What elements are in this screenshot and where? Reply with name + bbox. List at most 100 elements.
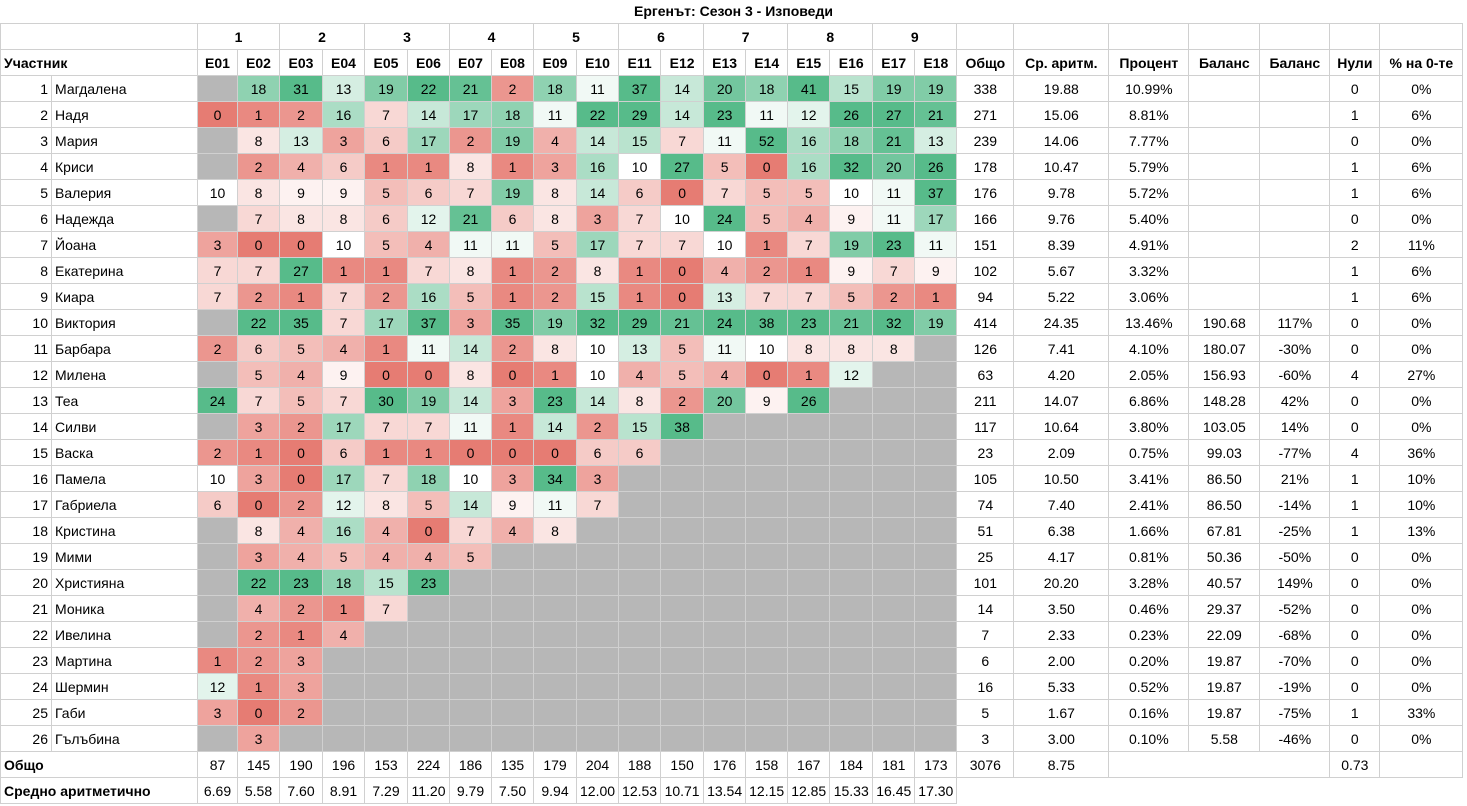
episode-cell[interactable]: 11 [575,75,620,102]
episode-cell[interactable]: 35 [491,309,534,336]
episode-cell-empty[interactable] [197,543,238,570]
episode-cell-empty[interactable] [829,517,874,544]
episode-cell-empty[interactable] [449,621,492,648]
stat-cell[interactable]: -19% [1259,673,1331,700]
episode-cell[interactable]: 7 [575,491,620,518]
episode-cell[interactable]: 6 [322,153,365,180]
episode-cell-empty[interactable] [197,621,238,648]
episode-cell-empty[interactable] [618,699,662,726]
episode-cell[interactable]: 1 [787,361,831,388]
episode-cell[interactable]: 18 [491,101,534,128]
episode-cell-empty[interactable] [533,647,577,674]
episode-cell[interactable]: 1 [491,413,534,440]
episode-cell[interactable]: 24 [703,205,747,232]
episode-cell[interactable]: 8 [449,153,492,180]
episode-average[interactable]: 5.58 [237,777,280,804]
episode-cell-empty[interactable] [449,699,492,726]
episode-cell[interactable]: 30 [364,387,408,414]
episode-total[interactable]: 184 [829,751,874,778]
episode-cell[interactable]: 13 [618,335,662,362]
episode-cell[interactable]: 34 [533,465,577,492]
stat-cell[interactable]: 0% [1379,335,1464,362]
episode-cell-empty[interactable] [829,491,874,518]
stat-cell[interactable] [1188,283,1261,310]
episode-cell-empty[interactable] [914,517,958,544]
episode-cell[interactable]: 3 [491,465,534,492]
stat-cell[interactable]: -30% [1259,335,1331,362]
stat-cell[interactable]: 117 [956,413,1015,440]
row-number[interactable]: 7 [0,231,52,258]
episode-cell-empty[interactable] [618,517,662,544]
episode-cell-empty[interactable] [322,673,365,700]
episode-cell-empty[interactable] [449,569,492,596]
episode-cell[interactable]: 14 [575,179,620,206]
participant-name[interactable]: Теа [51,387,198,414]
episode-cell[interactable]: 6 [407,179,450,206]
episode-average[interactable]: 12.15 [745,777,789,804]
episode-cell[interactable]: 2 [491,75,534,102]
episode-cell[interactable]: 7 [660,231,705,258]
stat-cell[interactable]: 0 [1329,595,1381,622]
stat-cell[interactable]: 0 [1329,569,1381,596]
row-number[interactable]: 11 [0,335,52,362]
episode-cell-empty[interactable] [449,647,492,674]
episode-cell[interactable]: 13 [703,283,747,310]
episode-cell-empty[interactable] [872,699,916,726]
episode-cell-empty[interactable] [914,465,958,492]
episode-cell[interactable]: 17 [364,309,408,336]
episode-cell[interactable]: 2 [237,621,280,648]
stat-cell[interactable]: 3 [956,725,1015,752]
stat-cell[interactable]: 3.50 [1013,595,1110,622]
stat-cell[interactable]: 0 [1329,543,1381,570]
episode-header[interactable]: E16 [829,49,874,76]
episode-cell[interactable]: 6 [364,205,408,232]
episode-total[interactable]: 145 [237,751,280,778]
episode-cell-empty[interactable] [491,569,534,596]
episode-cell-empty[interactable] [533,725,577,752]
stat-cell[interactable]: 10.99% [1108,75,1190,102]
stat-cell[interactable]: 10.64 [1013,413,1110,440]
row-number[interactable]: 6 [0,205,52,232]
episode-cell-empty[interactable] [829,699,874,726]
group-header-8[interactable]: 8 [787,23,874,50]
episode-cell-empty[interactable] [197,309,238,336]
episode-cell-empty[interactable] [787,465,831,492]
participant-name[interactable]: Шермин [51,673,198,700]
episode-cell[interactable]: 23 [872,231,916,258]
episode-cell-empty[interactable] [745,647,789,674]
stat-cell[interactable]: 2 [1329,231,1381,258]
stat-cell[interactable]: 10% [1379,491,1464,518]
stat-cell[interactable]: 40.57 [1188,569,1261,596]
episode-cell[interactable]: 10 [618,153,662,180]
row-number[interactable]: 22 [0,621,52,648]
stat-cell[interactable]: 86.50 [1188,491,1261,518]
episode-cell[interactable]: 19 [914,309,958,336]
episode-cell-empty[interactable] [197,725,238,752]
episode-cell[interactable]: 16 [787,153,831,180]
row-number[interactable]: 23 [0,647,52,674]
episode-cell[interactable]: 19 [491,127,534,154]
stat-cell[interactable]: 211 [956,387,1015,414]
episode-header[interactable]: E03 [279,49,323,76]
episode-cell-empty[interactable] [745,621,789,648]
episode-cell[interactable]: 8 [618,387,662,414]
episode-cell[interactable]: 5 [829,283,874,310]
episode-cell-empty[interactable] [449,725,492,752]
episode-cell[interactable]: 8 [533,517,577,544]
episode-cell[interactable]: 4 [279,361,323,388]
episode-cell[interactable]: 1 [407,153,450,180]
episode-cell[interactable]: 5 [660,361,705,388]
episode-cell-empty[interactable] [364,725,408,752]
stat-cell[interactable]: 176 [956,179,1015,206]
episode-cell[interactable]: 12 [197,673,238,700]
episode-cell-empty[interactable] [872,465,916,492]
episode-cell[interactable]: 4 [407,543,450,570]
episode-cell[interactable]: 5 [279,387,323,414]
episode-cell-empty[interactable] [618,569,662,596]
episode-cell-empty[interactable] [829,439,874,466]
episode-total[interactable]: 158 [745,751,789,778]
stat-cell[interactable]: 0 [1329,673,1381,700]
episode-cell-empty[interactable] [872,361,916,388]
episode-cell[interactable]: 11 [407,335,450,362]
episode-cell[interactable]: 15 [618,413,662,440]
